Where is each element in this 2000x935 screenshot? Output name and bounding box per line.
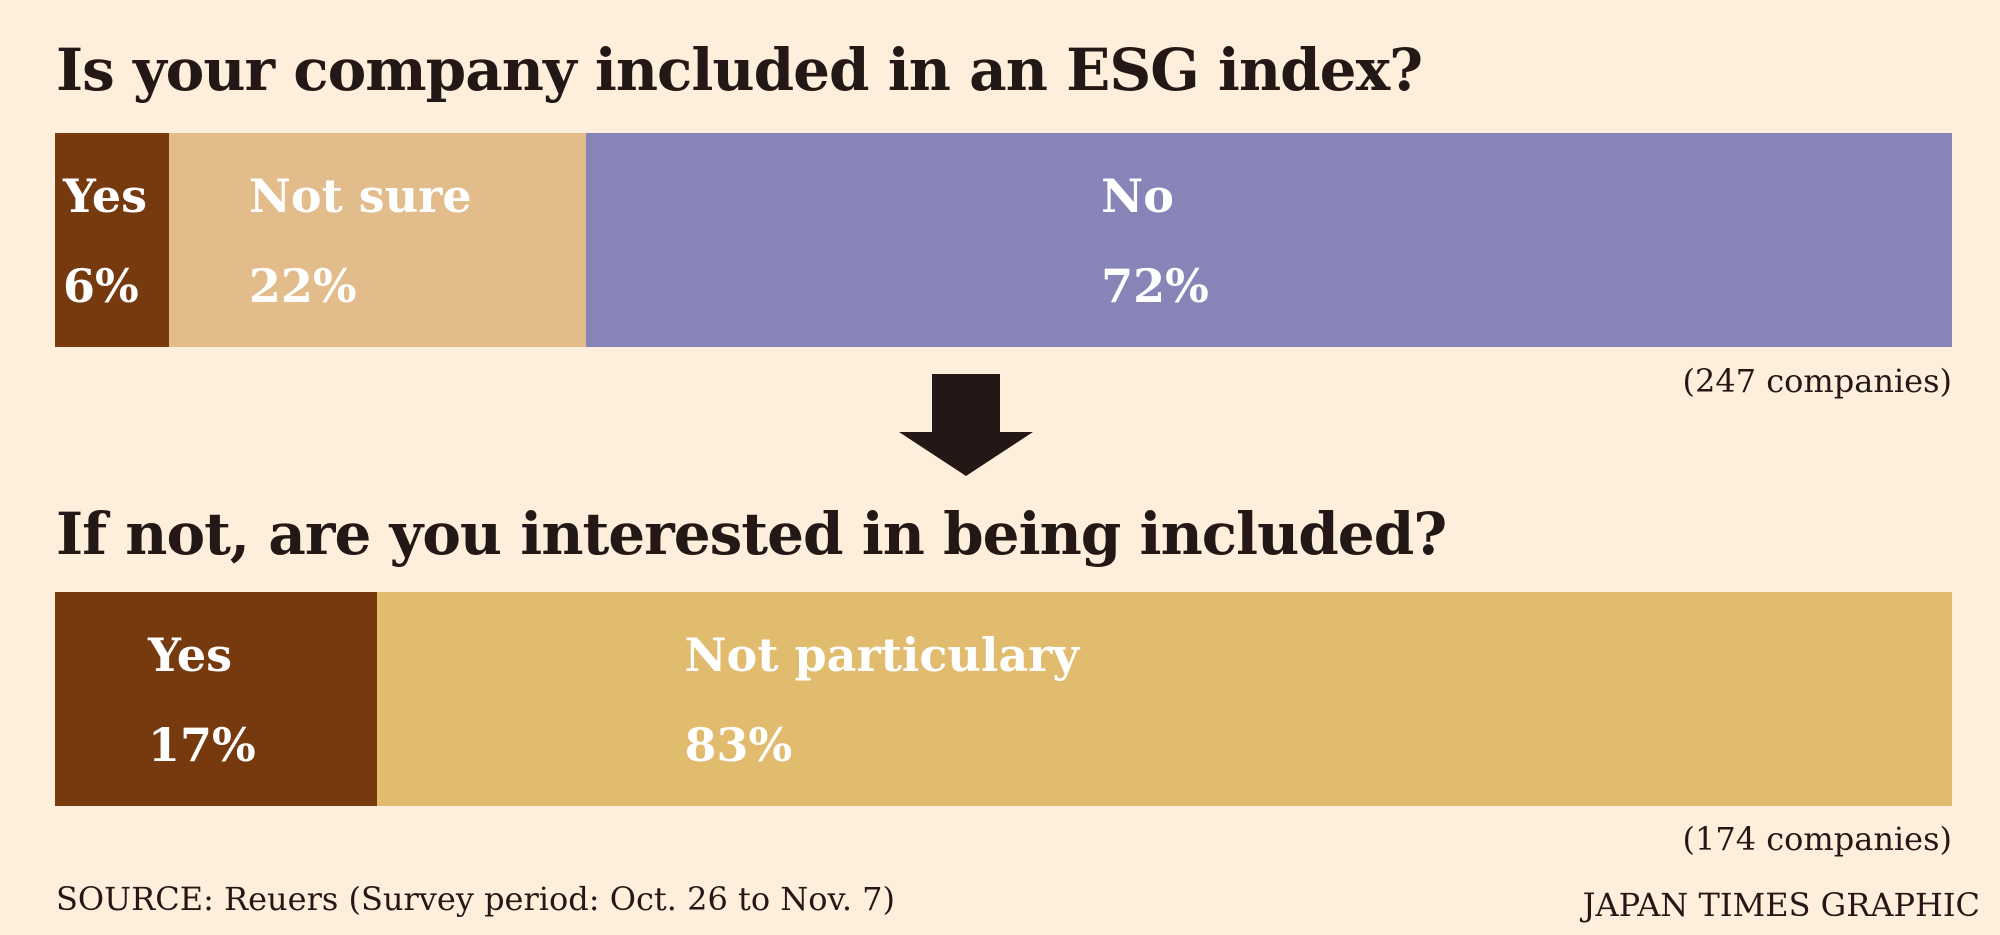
value-label: 72% [1101,259,1209,313]
source-note: SOURCE: Reuers (Survey period: Oct. 26 t… [56,880,895,918]
segment-label: Yes 6% [63,173,147,309]
stacked-bar-esg-index: Yes 6% Not sure 22% No 72% [55,133,1952,347]
segment-label: Not sure 22% [249,173,472,309]
category-label: Not sure [248,169,472,223]
category-label: Yes [63,169,148,223]
value-label: 22% [248,259,357,313]
segment-label: Yes 17% [148,632,256,768]
category-label: Yes [148,628,233,682]
category-label: Not particulary [684,628,1080,682]
bar-segment-not-particulary: Not particulary 83% [377,592,1952,806]
value-label: 17% [148,718,256,772]
category-label: No [1101,169,1174,223]
stacked-bar-interest: Yes 17% Not particulary 83% [55,592,1952,806]
bar-segment-yes: Yes 17% [55,592,378,806]
sample-size-note-2: (174 companies) [1682,820,1952,858]
down-arrow-icon [899,374,1033,476]
bar-segment-no: No 72% [586,133,1952,347]
value-label: 6% [63,259,139,313]
segment-label: No 72% [1101,173,1209,309]
bar-segment-not-sure: Not sure 22% [168,133,587,347]
value-label: 83% [684,718,793,772]
sample-size-note-1: (247 companies) [1682,362,1952,400]
bar-segment-yes: Yes 6% [55,133,169,347]
segment-label: Not particulary 83% [684,632,1079,768]
graphic-credit: JAPAN TIMES GRAPHIC [1582,886,1980,924]
chart-title-1: Is your company included in an ESG index… [56,36,1423,104]
chart-title-2: If not, are you interested in being incl… [56,500,1447,568]
